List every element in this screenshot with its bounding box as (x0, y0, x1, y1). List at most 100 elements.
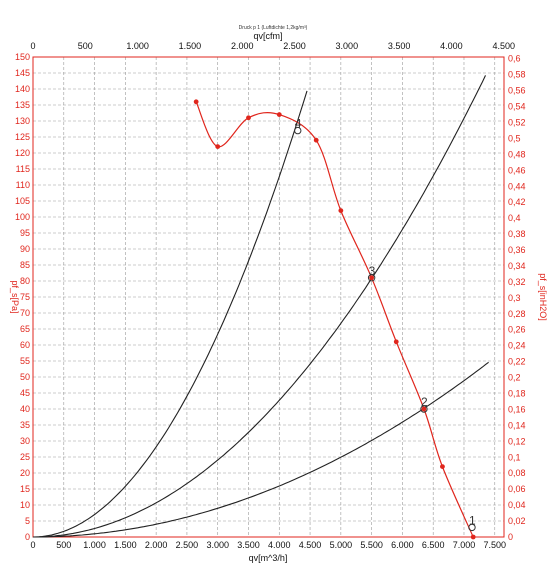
y-right-tick-label: 0,36 (508, 245, 526, 255)
operating-point-1 (468, 523, 476, 532)
operating-point-label-4: 4 (295, 117, 302, 131)
fan-curve-point (338, 208, 344, 214)
operating-point-label-1: 1 (469, 513, 476, 527)
y-right-tick-label: 0,34 (508, 261, 526, 271)
y-left-tick-label: 130 (15, 116, 30, 126)
x-top-axis-label: qv[cfm] (253, 31, 282, 41)
y-left-tick-label: 85 (20, 260, 30, 270)
y-left-tick-label: 145 (15, 68, 30, 78)
y-right-tick-label: 0,58 (508, 70, 526, 80)
y-left-tick-label: 100 (15, 212, 30, 222)
y-left-tick-label: 40 (20, 404, 30, 414)
x-top-tick-label: 3.500 (388, 41, 411, 51)
fan-curve-point (276, 112, 282, 117)
y-right-tick-label: 0,56 (508, 86, 526, 96)
y-right-tick-label: 0,24 (508, 341, 526, 351)
x-bottom-tick-label: 5.500 (360, 540, 383, 550)
x-bottom-tick-label: 3.000 (206, 540, 229, 550)
y-left-tick-label: 60 (20, 340, 30, 350)
x-bottom-tick-label: 7.500 (483, 540, 506, 550)
y-left-tick-label: 80 (20, 276, 30, 286)
y-right-tick-label: 0,28 (508, 309, 526, 319)
y-left-tick-label: 50 (20, 372, 30, 382)
y-right-tick-label: 0,06 (508, 484, 526, 494)
x-bottom-tick-label: 6.500 (422, 540, 445, 550)
x-bottom-tick-label: 4.000 (268, 540, 291, 550)
y-right-tick-label: 0 (508, 532, 513, 542)
operating-point-label-3: 3 (369, 264, 376, 278)
y-left-tick-label: 35 (20, 420, 30, 430)
fan-curve-point (313, 137, 319, 143)
y-left-tick-label: 135 (15, 100, 30, 110)
fan-curve (193, 99, 476, 540)
y-right-tick-label: 0,12 (508, 436, 526, 446)
y-left-tick-label: 125 (15, 132, 30, 142)
y-right-tick-label: 0,54 (508, 102, 526, 112)
y-left-axis-label: pf_s[Pa] (10, 280, 20, 313)
operating-points: 4 3 2 1 (294, 117, 476, 532)
fan-curve-line (195, 101, 474, 538)
y-left-tick-label: 20 (20, 468, 30, 478)
fan-curve-point (246, 115, 251, 121)
x-top-tick-label: 2.500 (283, 41, 306, 51)
y-right-tick-label: 0,52 (508, 117, 526, 127)
axes: 0 500 1.000 1.500 2.000 2.500 3.000 3.500 4.000 4… (15, 41, 526, 550)
y-left-tick-label: 65 (20, 324, 30, 334)
y-right-tick-label: 0,5 (508, 133, 521, 143)
x-top-tick-label: 500 (78, 41, 93, 51)
fan-curve-point (369, 275, 375, 281)
y-right-tick-label: 0,14 (508, 420, 526, 430)
y-left-tick-label: 120 (15, 148, 30, 158)
x-top-tick-label: 4.500 (492, 41, 515, 51)
fan-curve-point (421, 406, 427, 412)
x-bottom-tick-label: 5.000 (330, 540, 353, 550)
y-left-tick-label: 75 (20, 292, 30, 302)
x-top-tick-label: 4.000 (440, 41, 463, 51)
fan-curve-point (215, 144, 221, 150)
y-right-tick-label: 0,2 (508, 373, 521, 383)
grid (33, 57, 504, 537)
y-right-tick-label: 0,32 (508, 277, 526, 287)
x-bottom-tick-label: 1.000 (83, 540, 106, 550)
y-right-tick-label: 0,16 (508, 404, 526, 414)
x-top-tick-label: 1.500 (179, 41, 202, 51)
y-right-tick-label: 0,18 (508, 389, 526, 399)
x-bottom-tick-label: 3.500 (237, 540, 260, 550)
y-left-tick-label: 30 (20, 436, 30, 446)
y-right-tick-label: 0,08 (508, 468, 526, 478)
y-left-tick-label: 5 (25, 516, 30, 526)
y-left-tick-label: 150 (15, 52, 30, 62)
operating-point-label-2: 2 (421, 395, 428, 409)
y-left-tick-label: 55 (20, 356, 30, 366)
y-right-tick-label: 0,46 (508, 165, 526, 175)
system-curve-4 (32, 90, 308, 538)
fan-curve-point (440, 464, 445, 469)
system-curve-3 (33, 75, 486, 538)
x-bottom-tick-label: 2.500 (176, 540, 199, 550)
operating-point-3 (367, 274, 376, 282)
y-left-tick-label: 45 (20, 388, 30, 398)
x-top-tick-label: 2.000 (231, 41, 254, 51)
y-right-tick-label: 0,48 (508, 149, 526, 159)
y-left-tick-label: 70 (20, 308, 30, 318)
y-right-tick-label: 0,4 (508, 213, 521, 223)
y-right-tick-label: 0,02 (508, 516, 526, 526)
y-right-tick-label: 0,6 (508, 54, 521, 64)
plot-frame (32, 56, 505, 538)
x-top-tick-label: 1.000 (126, 41, 149, 51)
fan-curve-point (193, 99, 199, 105)
fan-curve-point (393, 339, 399, 345)
y-left-tick-label: 140 (15, 84, 30, 94)
x-top-tick-label: 3.000 (336, 41, 359, 51)
y-right-tick-label: 0,1 (508, 452, 521, 462)
y-left-tick-label: 110 (16, 180, 30, 190)
x-bottom-tick-label: 0 (30, 540, 35, 550)
operating-point-2 (420, 405, 428, 413)
x-bottom-tick-label: 1.500 (114, 540, 137, 550)
y-left-tick-label: 25 (20, 452, 30, 462)
system-curve-2 (33, 361, 489, 538)
x-bottom-tick-label: 7.000 (453, 540, 476, 550)
y-left-tick-label: 95 (20, 228, 30, 238)
y-left-tick-label: 105 (15, 196, 30, 206)
